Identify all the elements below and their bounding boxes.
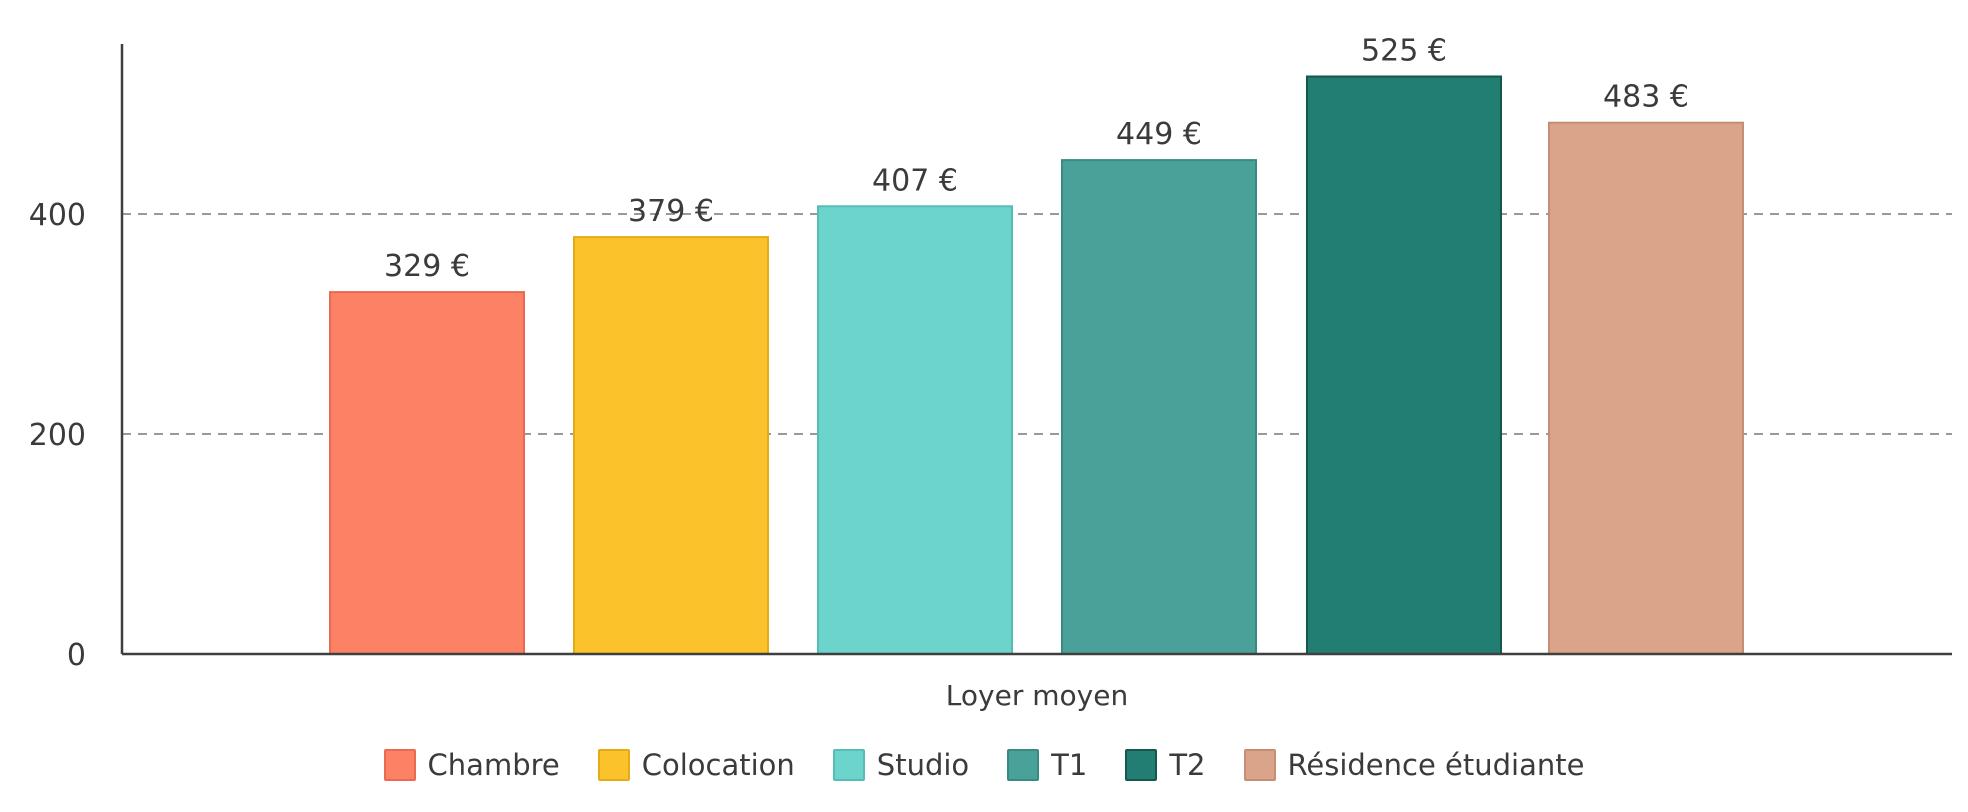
y-tick-label-200: 200 [29, 418, 86, 453]
data-label-r-sidence-tudiante: 483 € [1603, 80, 1689, 115]
data-labels: 329 € 379 € 407 € 449 € 525 € 483 € [384, 34, 1689, 285]
y-tick-labels: 0 200 400 [29, 198, 86, 673]
data-label-t2: 525 € [1361, 34, 1447, 69]
bar-t2 [1306, 75, 1502, 655]
legend-item-t1[interactable]: T1 [1007, 748, 1087, 782]
x-axis-label: Loyer moyen [946, 679, 1128, 712]
bar-r-sidence-tudiante [1548, 121, 1744, 655]
legend-swatch-t1 [1007, 749, 1040, 781]
axes [120, 44, 1952, 656]
data-label-t1: 449 € [1116, 117, 1202, 152]
legend-label-r-sidence-tudiante: Résidence étudiante [1287, 748, 1585, 782]
legend-label-t1: T1 [1051, 748, 1088, 782]
legend-swatch-t2 [1125, 749, 1158, 781]
legend-label-colocation: Colocation [641, 748, 795, 782]
data-label-colocation: 379 € [628, 194, 714, 229]
legend-swatch-studio [832, 749, 865, 781]
legend-item-chambre[interactable]: Chambre [383, 748, 560, 782]
data-label-chambre: 329 € [384, 249, 470, 284]
bar-studio [817, 205, 1013, 656]
bar-chambre [329, 291, 525, 655]
data-label-studio: 407 € [872, 163, 958, 198]
legend-item-r-sidence-tudiante[interactable]: Résidence étudiante [1243, 748, 1585, 782]
legend-item-colocation[interactable]: Colocation [597, 748, 795, 782]
y-tick-label-400: 400 [29, 198, 86, 233]
legend-swatch-chambre [383, 749, 416, 781]
legend: Chambre Colocation Studio T1 T2 Résidence étu… [0, 748, 1968, 782]
legend-swatch-colocation [597, 749, 630, 781]
legend-item-t2[interactable]: T2 [1125, 748, 1206, 782]
legend-swatch-r-sidence-tudiante [1243, 749, 1276, 781]
y-tick-label-0: 0 [67, 638, 86, 673]
legend-item-studio[interactable]: Studio [832, 748, 970, 782]
bar-t1 [1061, 159, 1257, 655]
legend-label-chambre: Chambre [427, 748, 560, 782]
legend-label-t2: T2 [1169, 748, 1206, 782]
bar-colocation [573, 236, 769, 655]
legend-label-studio: Studio [876, 748, 970, 782]
bars [329, 75, 1744, 656]
